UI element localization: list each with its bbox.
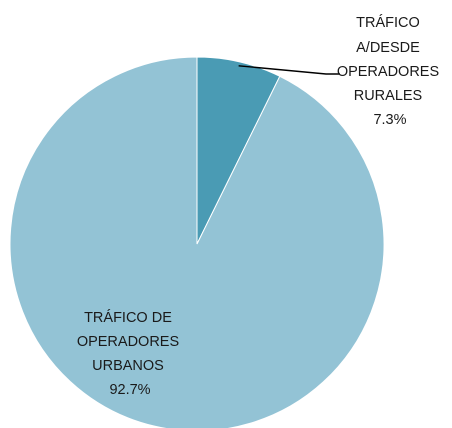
slice-label-rural: TRÁFICO A/DESDE OPERADORES RURALES 7.3% xyxy=(337,14,443,128)
slice-label-urban: TRÁFICO DE OPERADORES URBANOS 92.7% xyxy=(77,309,183,398)
slice-labels: TRÁFICO A/DESDE OPERADORES RURALES 7.3% … xyxy=(77,14,443,398)
slice-urban xyxy=(9,56,385,428)
leader-lines xyxy=(238,65,340,75)
leader-line-rural xyxy=(238,65,340,75)
pie-slices xyxy=(9,56,385,428)
